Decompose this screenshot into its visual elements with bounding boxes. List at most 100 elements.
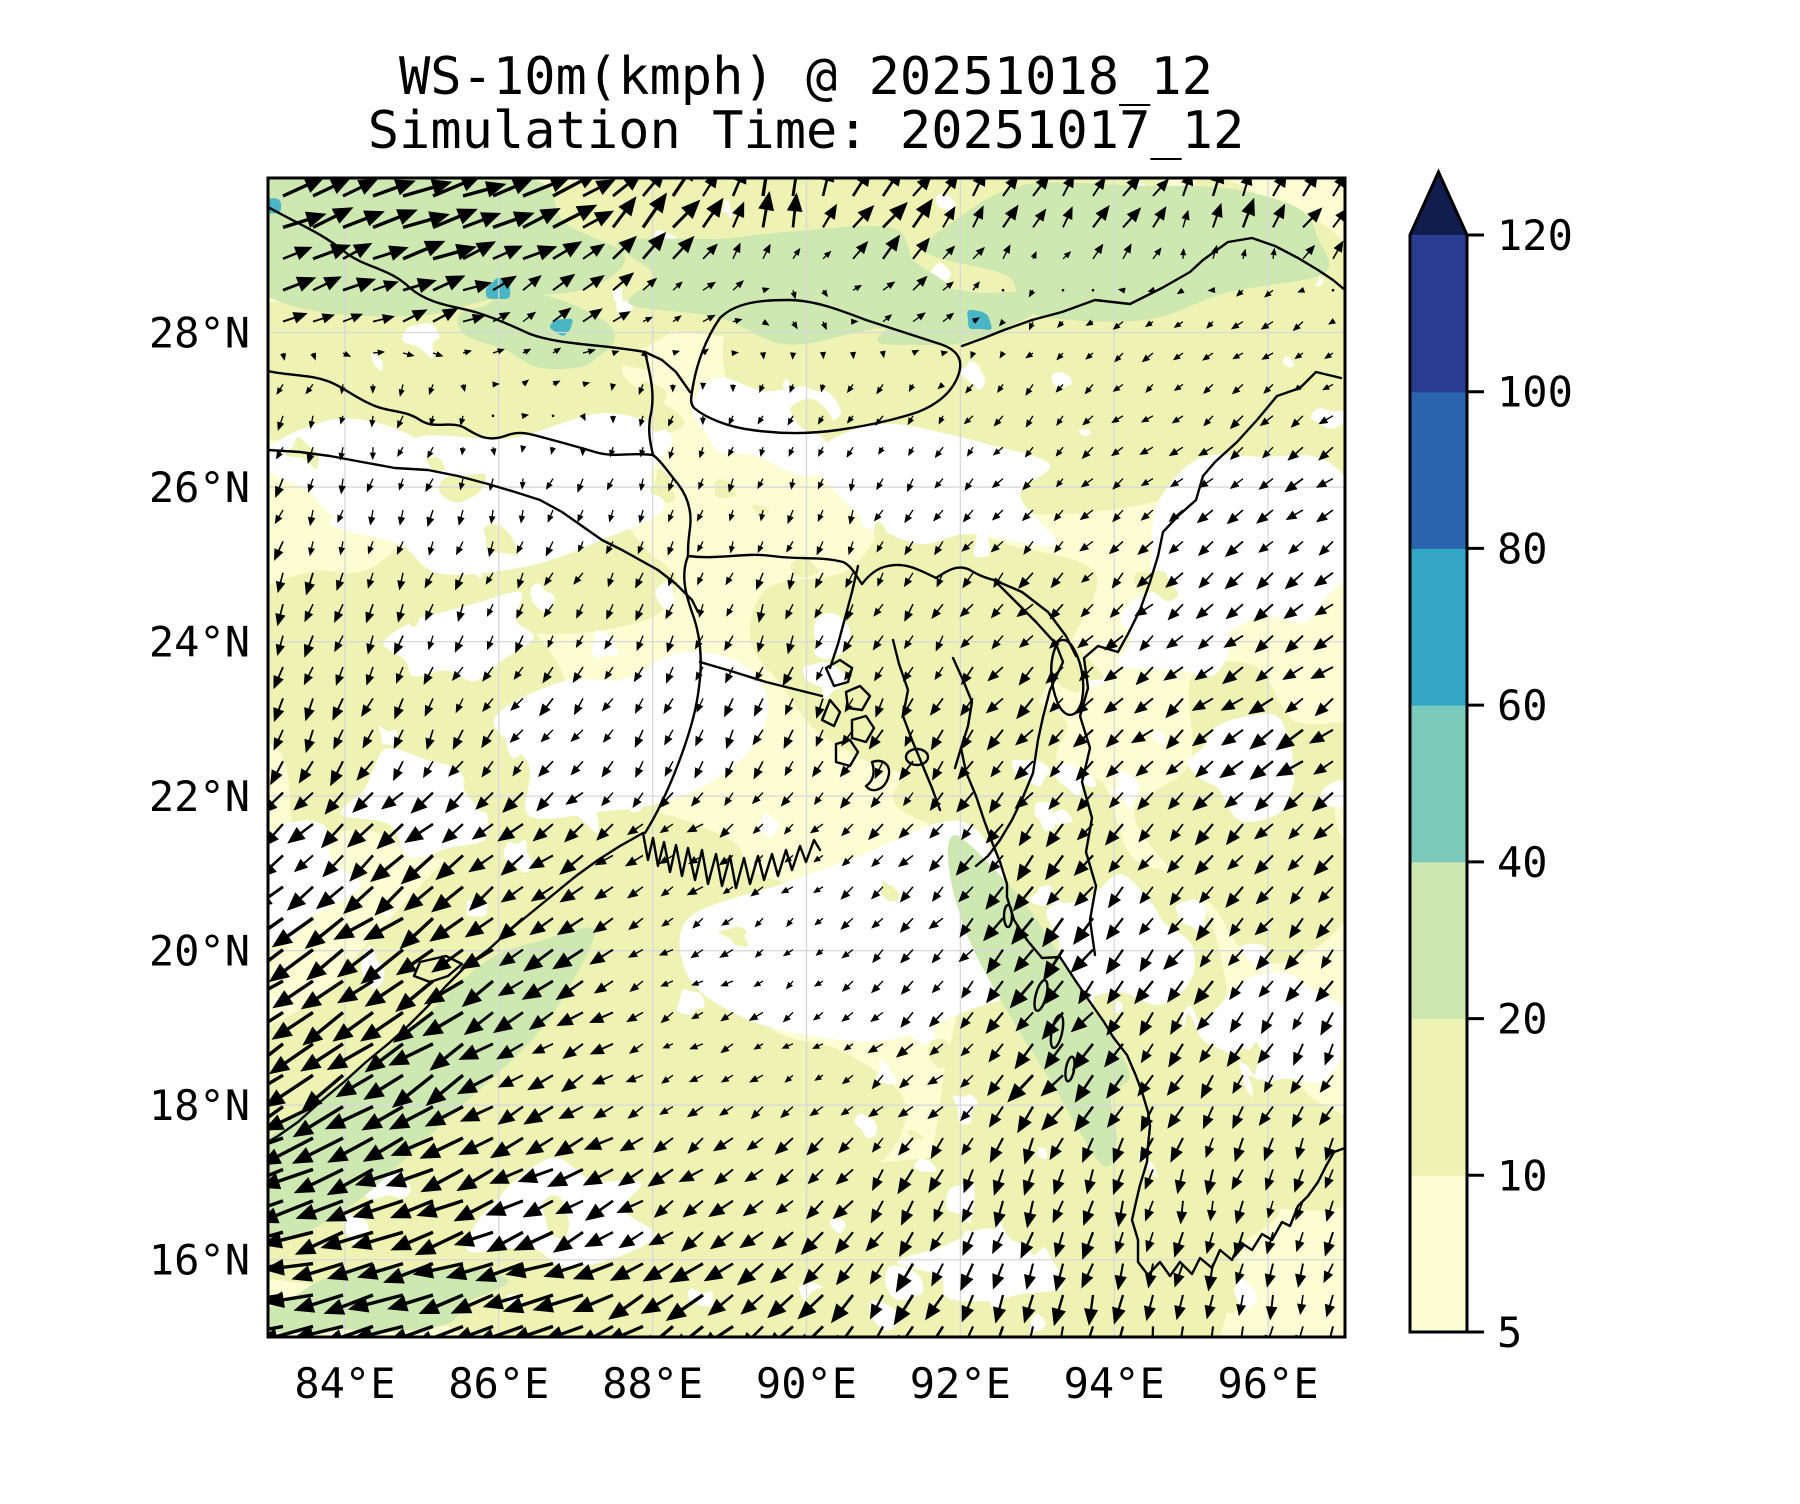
speckle-calm: [952, 1094, 978, 1125]
wind-arrow: [1315, 917, 1334, 939]
speckle-calm: [1051, 372, 1072, 389]
wind-arrow: [555, 1199, 584, 1215]
coast-arakan: [959, 746, 1345, 1278]
wind-arrow: [1122, 207, 1142, 229]
wind-arrow: [1165, 760, 1184, 776]
wind-arrow: [454, 635, 464, 653]
wind-arrow: [761, 319, 770, 326]
wind-arrow: [1323, 1231, 1335, 1257]
wind-arrow: [1049, 1137, 1064, 1161]
speckle-10-20: [584, 981, 596, 995]
wind-arrow: [1163, 666, 1184, 681]
wind-arrow: [271, 916, 314, 948]
wind-arrow: [1151, 1326, 1155, 1337]
wind-arrow: [642, 316, 653, 323]
wind-arrow: [352, 791, 374, 813]
speckle-10-20: [790, 398, 835, 440]
wind-arrow: [486, 1230, 524, 1253]
wind-arrow: [1029, 1326, 1035, 1337]
wind-arrow: [786, 192, 803, 228]
wind-arrow: [304, 698, 315, 722]
wind-arrow: [412, 1261, 464, 1279]
wind-arrow: [588, 1011, 614, 1024]
wind-arrow: [578, 541, 584, 553]
wind-arrow: [1231, 383, 1244, 395]
wind-arrow: [672, 281, 683, 291]
wind-arrow: [570, 729, 584, 743]
wind-arrow: [1018, 823, 1034, 847]
wind-arrow: [938, 415, 945, 425]
wind-arrow: [882, 234, 901, 260]
wind-arrow: [1255, 948, 1274, 971]
wind-arrow: [271, 1010, 314, 1040]
wind-arrow: [424, 1105, 464, 1127]
wind-arrow: [416, 1199, 464, 1218]
wind-arrow: [552, 204, 598, 229]
wind-arrow: [432, 243, 477, 261]
wind-arrow: [582, 348, 596, 355]
wind-arrow: [492, 178, 534, 198]
wind-arrow: [1173, 321, 1184, 329]
wind-arrow: [310, 352, 317, 361]
wind-arrow: [731, 178, 747, 197]
speckle-calm: [522, 735, 540, 772]
wind-arrow: [998, 318, 1006, 327]
wind-arrow: [1199, 949, 1214, 968]
wind-arrow: [1211, 244, 1219, 259]
wind-arrow: [962, 1231, 974, 1256]
wind-arrow: [562, 1043, 584, 1060]
wind-arrow: [1203, 383, 1214, 394]
wind-arrow: [1290, 1074, 1304, 1095]
wind-arrow: [960, 1043, 974, 1057]
wind-arrow: [814, 603, 824, 619]
wind-arrow: [497, 917, 524, 942]
wind-arrow: [1275, 728, 1304, 751]
wind-arrow: [882, 314, 893, 323]
x-tick-label: 88°E: [602, 1359, 703, 1408]
wind-arrow: [822, 250, 832, 260]
wind-arrow: [927, 1105, 944, 1120]
wind-arrow: [1229, 980, 1244, 1001]
wind-arrow: [898, 1074, 914, 1089]
wind-arrow: [547, 1168, 584, 1187]
wind-arrow: [1287, 446, 1304, 461]
wind-arrow: [749, 1074, 764, 1083]
speckle-10-20: [402, 914, 435, 933]
wind-arrow: [1114, 1200, 1127, 1228]
speckle-10-20: [1002, 1197, 1032, 1244]
wind-arrow: [360, 1010, 404, 1042]
wind-arrow: [1235, 1263, 1245, 1285]
wind-arrow: [570, 760, 584, 776]
wind-arrow: [641, 192, 668, 229]
wind-arrow: [390, 1230, 434, 1251]
wind-arrow: [1145, 1231, 1155, 1253]
wind-arrow: [688, 1074, 704, 1083]
wind-arrow: [1210, 178, 1225, 197]
wind-arrow: [1258, 1106, 1274, 1127]
wind-arrow: [999, 350, 1006, 359]
wind-arrow-dot: [1001, 288, 1005, 292]
wind-arrow: [394, 698, 404, 720]
wind-arrow: [1264, 1326, 1274, 1337]
border-nepal-east: [643, 350, 655, 457]
wind-arrow: [789, 352, 797, 360]
wind-arrow: [492, 311, 511, 323]
wind-arrow: [869, 1263, 884, 1285]
wind-arrow: [991, 635, 1004, 650]
wind-arrow: [393, 729, 404, 749]
wind-arrow: [468, 854, 494, 873]
wind-arrow: [282, 276, 317, 292]
wind-arrow: [1022, 1137, 1036, 1165]
wind-arrow: [1173, 383, 1184, 391]
wind-arrow: [771, 1231, 794, 1250]
wind-arrow: [1195, 917, 1214, 942]
wind-arrow: [908, 446, 915, 457]
wind-arrow: [775, 1168, 794, 1186]
speckle-calm: [1036, 1146, 1048, 1159]
wind-arrow: [293, 791, 314, 811]
wind-arrow: [1015, 729, 1034, 746]
wind-arrow: [1202, 352, 1214, 361]
wind-arrow: [1203, 415, 1214, 427]
wind-arrow: [907, 478, 914, 493]
wind-arrow: [904, 541, 914, 556]
